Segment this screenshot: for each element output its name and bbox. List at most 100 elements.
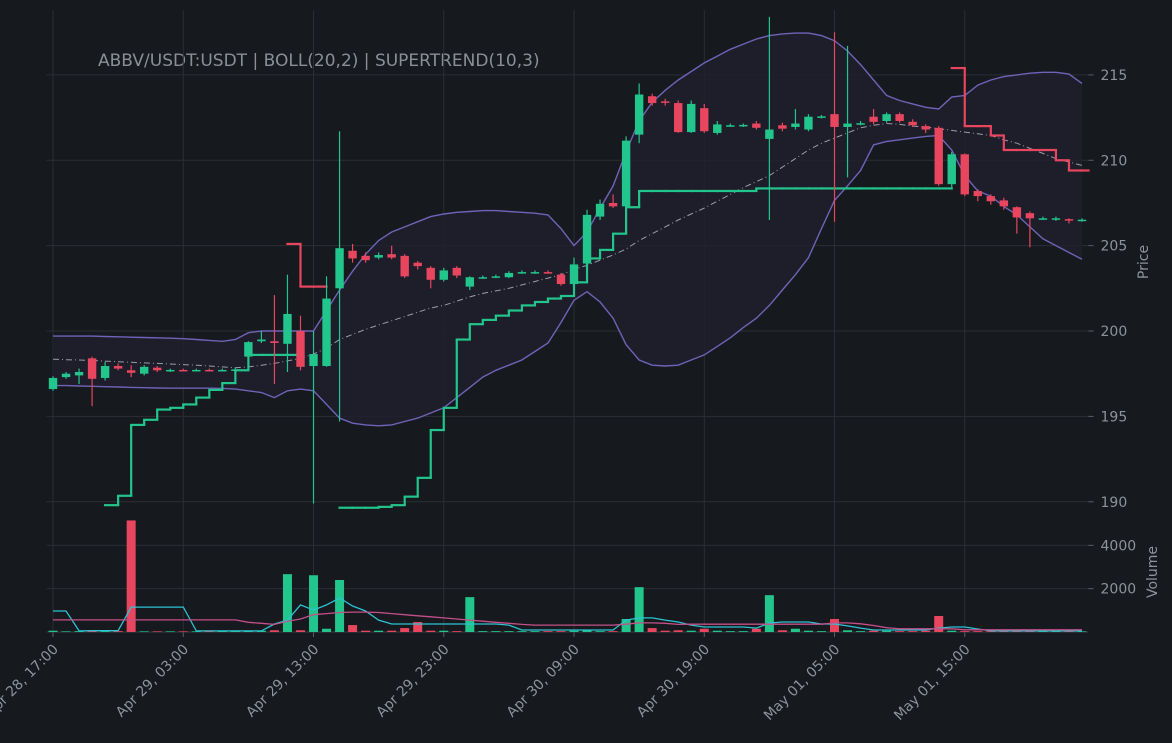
volume-bar <box>595 631 605 632</box>
candle-body <box>934 127 943 185</box>
candle-body <box>647 96 657 104</box>
candle-body <box>843 123 852 127</box>
candle-body <box>491 276 501 278</box>
volume-bar <box>986 631 996 632</box>
volume-bar <box>1025 631 1035 632</box>
candle-body <box>1051 218 1061 220</box>
volume-bar <box>725 631 735 632</box>
candle-body <box>257 339 266 342</box>
volume-bar <box>178 631 188 632</box>
volume-bar <box>74 631 84 632</box>
y-tick-label: 215 <box>1101 68 1128 84</box>
volume-bar <box>152 631 162 632</box>
volume-bar <box>947 630 957 632</box>
volume-bar <box>973 631 983 632</box>
volume-bar <box>478 631 488 632</box>
volume-line <box>53 611 1082 631</box>
volume-bar <box>100 631 110 632</box>
volume-bar <box>295 630 305 632</box>
candle-body <box>1077 219 1087 222</box>
candle-body <box>478 277 488 279</box>
candle-body <box>87 358 97 379</box>
volume-bar <box>348 625 358 632</box>
candle-body <box>960 154 969 195</box>
candle-body <box>309 354 318 367</box>
candle-body <box>869 116 878 122</box>
candle-body <box>48 377 58 390</box>
y-axis-label: Price <box>1136 245 1152 279</box>
volume-bar <box>634 587 644 632</box>
volume-bar <box>87 630 97 632</box>
volume-bar <box>269 630 279 632</box>
y-tick-label: 195 <box>1101 409 1128 425</box>
volume-bar <box>217 631 227 632</box>
candle-body <box>765 129 774 139</box>
candle-body <box>791 123 800 127</box>
candle-body <box>726 125 735 127</box>
y-tick-label: 205 <box>1101 239 1128 255</box>
candle-body <box>634 94 644 135</box>
candle-body <box>595 203 605 217</box>
volume-tick-label: 4000 <box>1101 538 1137 554</box>
candle-body <box>270 341 279 343</box>
candle-body <box>582 214 592 264</box>
volume-bar <box>1051 631 1061 632</box>
candle-body <box>556 274 566 285</box>
volume-bar <box>230 631 240 632</box>
volume-bar <box>1012 631 1022 632</box>
volume-bar <box>48 630 58 632</box>
volume-bar <box>582 630 592 632</box>
volume-bar <box>426 630 436 632</box>
candle-body <box>999 200 1009 207</box>
candle-body <box>1012 207 1022 218</box>
candle-body <box>621 140 631 207</box>
candle-body <box>205 369 214 372</box>
candle-body <box>752 123 761 128</box>
volume-bar <box>387 630 397 632</box>
volume-bar <box>282 574 292 632</box>
candle-body <box>296 331 305 367</box>
volume-bar <box>530 631 540 632</box>
volume-bar <box>830 619 840 632</box>
candle-body <box>387 254 396 258</box>
volume-bar <box>699 628 709 632</box>
volume-bar <box>895 631 905 632</box>
candle-body <box>100 366 110 378</box>
candle-body <box>830 114 839 127</box>
candle-body <box>687 103 696 133</box>
volume-bar <box>543 631 553 632</box>
volume-bar <box>439 630 449 632</box>
candle-body <box>361 255 370 261</box>
volume-bar <box>322 628 332 632</box>
candle-body <box>804 116 813 130</box>
volume-bar <box>803 630 813 632</box>
candle-body <box>908 121 917 126</box>
volume-bar <box>113 631 123 632</box>
volume-bar <box>660 630 670 632</box>
volume-bar <box>452 631 462 632</box>
candle-body <box>61 373 71 378</box>
bollinger-fill <box>53 33 1082 426</box>
volume-bar <box>856 631 866 632</box>
candle-body <box>439 270 448 280</box>
candle-body <box>348 250 357 259</box>
volume-bar <box>374 630 384 632</box>
volume-bar <box>126 520 136 632</box>
candle-body <box>739 124 748 127</box>
volume-tick-label: 2000 <box>1101 582 1137 598</box>
volume-bar <box>569 630 579 632</box>
candle-body <box>947 154 956 185</box>
volume-bar <box>738 631 748 632</box>
candle-body <box>166 369 175 372</box>
volume-bar <box>647 628 657 632</box>
volume-bar <box>999 631 1009 632</box>
volume-bar <box>517 631 527 632</box>
candle-body <box>660 101 670 103</box>
bollinger-upper <box>53 32 1083 343</box>
volume-bar <box>843 630 853 632</box>
volume-bar <box>1038 631 1048 632</box>
candle-body <box>153 367 162 371</box>
volume-bar <box>413 622 423 632</box>
candle-body <box>778 125 787 129</box>
